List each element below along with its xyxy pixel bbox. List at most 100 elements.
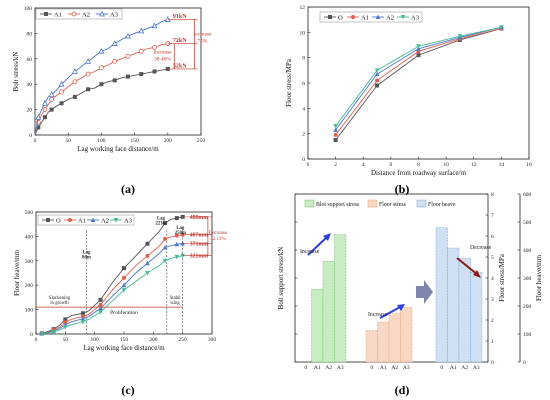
- a-plot-frame: [34, 7, 202, 136]
- d-bar-2-3: [470, 271, 483, 363]
- c-point-O: [163, 220, 168, 225]
- d-decrease-arrowhead: [473, 270, 481, 278]
- panel-d: 0 1 2 3 4 5 6 7 8 0 100 200 300 400 500 600 Bolt support…: [277, 192, 543, 371]
- c-x-tick-label: 150: [120, 337, 129, 343]
- d-category-label: A1: [450, 365, 457, 371]
- c-legend-label: A1: [78, 218, 86, 225]
- d-right2-axis-label: Floor heave/mm: [535, 254, 543, 301]
- c-series-line-A1: [41, 234, 183, 334]
- c-legend-label: A3: [124, 218, 132, 225]
- d-legend-swatch: [367, 199, 378, 208]
- panel-b: 0 2 4 6 8 10 12 14 16 0 2 4 6 8 10 12 Distance from road…: [285, 5, 532, 177]
- c-decrease-label: Decrease 33.13%: [209, 231, 228, 242]
- a-x-tick-label: 150: [130, 138, 139, 144]
- c-x-tick-label: 0: [35, 337, 38, 343]
- d-increase-arrowhead-2: [397, 304, 405, 311]
- a-point-A3: [58, 80, 65, 87]
- d-left-axis-label: Bolt support stress/kN: [277, 247, 285, 310]
- d-increase-arrowhead-1: [323, 233, 331, 241]
- b-y-tick-label: 0: [302, 157, 305, 163]
- c-y-tick-label: 300: [25, 259, 34, 265]
- b-point-A3: [333, 124, 338, 129]
- b-point-A3: [416, 44, 421, 49]
- b-x-tick-label: 2: [334, 162, 337, 168]
- d-legend-label: Blot support stress: [316, 202, 360, 208]
- c-point-A1: [63, 320, 68, 325]
- d-legend-swatch: [304, 199, 315, 208]
- c-point-A2: [121, 282, 127, 288]
- b-y-tick-label: 2: [302, 132, 305, 138]
- d-category-label: A2: [391, 365, 398, 371]
- b-y-axis-label: Floor stress/MPa: [285, 58, 293, 107]
- a-point-A2: [112, 58, 118, 64]
- b-y-tick-label: 8: [302, 56, 305, 62]
- b-x-tick-label: 8: [417, 162, 420, 168]
- d-right2-tick-label: 100: [523, 332, 532, 338]
- d-category-label: A2: [325, 365, 332, 371]
- b-point-A3: [499, 25, 504, 30]
- c-lag-label-3: Lag 250m: [175, 226, 186, 236]
- a-point-A3: [111, 40, 118, 46]
- a-point-A3: [35, 113, 42, 120]
- b-legend-box: [319, 11, 423, 23]
- a-x-tick-label: 200: [164, 138, 173, 144]
- d-right1-axis-label: Floor stress/MPa: [498, 253, 506, 302]
- a-y-tick-label: 80: [27, 31, 33, 37]
- a-point-A2: [59, 89, 64, 95]
- d-category-label: A3: [337, 365, 344, 371]
- c-value-label: 321mm: [190, 254, 209, 260]
- b-y-tick-label: 4: [302, 106, 305, 112]
- d-right1-tick-label: 3: [491, 297, 494, 303]
- a-y-tick-label: 20: [27, 108, 33, 114]
- c-legend-marker: [46, 218, 50, 222]
- c-value-label: 480mm: [190, 215, 209, 221]
- b-legend-label: A2: [386, 15, 394, 22]
- b-y-tick-label: 6: [302, 81, 305, 87]
- c-point-O: [98, 297, 103, 302]
- c-x-tick-label: 100: [91, 337, 100, 343]
- c-point-A2: [162, 244, 168, 250]
- c-point-A3: [180, 253, 185, 259]
- d-legend-label: Floor heave: [428, 202, 456, 208]
- c-x-tick-label: 200: [149, 337, 158, 343]
- d-decrease-label: Decrease: [470, 245, 492, 251]
- d-category-label: 0: [440, 365, 443, 371]
- a-point-A2: [72, 79, 78, 85]
- c-legend-label: A2: [101, 218, 109, 225]
- a-point-A2: [99, 65, 104, 71]
- a-point-A1: [139, 72, 144, 77]
- a-increase-label-1: Increase 38.46%: [153, 50, 172, 63]
- c-point-A3: [162, 258, 168, 264]
- c-point-A1: [145, 253, 150, 258]
- c-point-O: [80, 311, 85, 316]
- c-point-A2: [98, 305, 103, 311]
- c-series-line-A2: [41, 243, 183, 334]
- d-bar-1-0: [365, 330, 378, 363]
- c-point-A1: [163, 236, 168, 241]
- b-x-axis-label: Distance from roadway surface/m: [371, 169, 467, 177]
- d-right2-tick-label: 200: [523, 304, 532, 310]
- c-x-tick-label: 300: [208, 337, 217, 343]
- a-legend-label: A2: [82, 12, 90, 19]
- a-legend-label: A3: [110, 12, 118, 19]
- b-y-tick-label: 12: [300, 5, 306, 11]
- c-legend-box: [37, 214, 135, 226]
- a-point-A1: [125, 74, 130, 79]
- b-legend-marker: [328, 15, 332, 19]
- d-right2-tick-label: 500: [523, 220, 532, 226]
- panel-c: 0 50 100 150 200 250 300 0 100 200 300 400 500 Lag wo…: [13, 210, 228, 352]
- d-legend-swatch: [416, 199, 427, 208]
- c-point-A3: [63, 325, 68, 330]
- d-increase-arrow-1: [307, 235, 329, 256]
- d-increase-label-1: Increase: [300, 249, 320, 255]
- a-point-A2: [152, 44, 157, 50]
- a-x-tick-label: 250: [197, 138, 206, 144]
- panel-label-d: (d): [395, 383, 410, 397]
- a-point-A1: [86, 87, 91, 92]
- c-x-tick-label: 50: [63, 337, 69, 343]
- b-x-tick-label: 16: [526, 162, 532, 168]
- c-y-tick-label: 200: [25, 283, 34, 289]
- a-point-A1: [42, 115, 47, 120]
- a-point-A1: [36, 125, 41, 130]
